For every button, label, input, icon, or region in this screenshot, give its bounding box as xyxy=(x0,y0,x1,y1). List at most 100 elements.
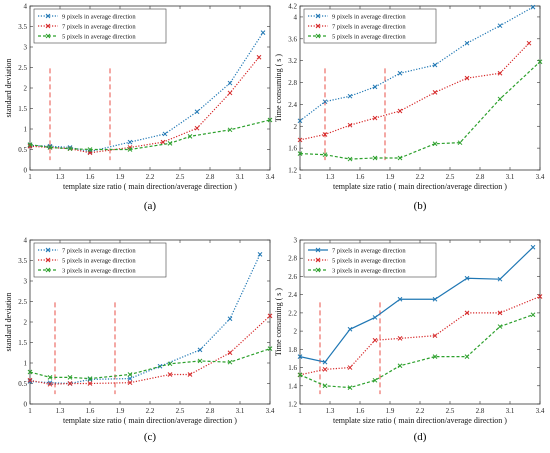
x-tick-label: 1 xyxy=(28,173,32,181)
x-tick-label: 3.1 xyxy=(506,407,515,415)
x-tick-label: 2.2 xyxy=(416,407,425,415)
x-tick-label: 1.9 xyxy=(116,407,125,415)
y-axis-label: standard deviation xyxy=(4,293,13,352)
legend-entry: 7 pixels in average direction xyxy=(332,247,406,254)
chart-panel: 1 1.3 1.6 1.9 2.2 2.5 2.8 3.1 3.4 0 0.5 1 1.5 2 2.5 3 3.… xyxy=(4,3,275,213)
legend-marker xyxy=(45,257,51,263)
data-point xyxy=(27,369,33,375)
legend: 9 pixels in average direction 7 pixels in… xyxy=(303,8,437,44)
data-point xyxy=(497,324,503,329)
legend: 7 pixels in average direction 5 pixels in… xyxy=(303,242,437,278)
y-tick-label: 3.2 xyxy=(288,57,297,65)
data-point xyxy=(127,139,133,145)
data-point xyxy=(194,109,200,115)
data-point xyxy=(87,376,93,381)
data-point xyxy=(497,96,503,102)
legend-entry: 5 pixels in average direction xyxy=(62,33,136,40)
y-tick-label: 3 xyxy=(24,44,28,52)
data-point xyxy=(322,367,328,372)
data-point xyxy=(167,140,173,146)
y-tick-label: 2.8 xyxy=(288,255,297,263)
y-tick-label: 1.2 xyxy=(288,167,297,175)
data-point xyxy=(397,155,403,161)
legend-entry: 5 pixels in average direction xyxy=(332,33,406,40)
data-point xyxy=(537,294,543,299)
data-point xyxy=(227,359,233,365)
data-point xyxy=(464,354,470,359)
y-tick-label: 2.5 xyxy=(18,64,27,72)
x-tick-label: 2.2 xyxy=(146,173,155,181)
x-tick-label: 1.3 xyxy=(326,407,335,415)
x-axis-label: template size ratio ( main direction/ave… xyxy=(63,182,237,191)
y-tick-label: 4 xyxy=(24,237,28,245)
data-point xyxy=(432,90,438,95)
data-point xyxy=(162,131,168,137)
data-point xyxy=(497,23,503,29)
data-point xyxy=(464,75,470,81)
series-line xyxy=(29,254,261,385)
legend-marker xyxy=(45,13,51,19)
data-point xyxy=(347,122,353,128)
x-tick-label: 3.4 xyxy=(266,173,275,181)
y-tick-label: 2.6 xyxy=(288,273,297,281)
y-tick-label: 2.8 xyxy=(288,79,297,87)
data-point xyxy=(67,381,73,386)
legend-marker xyxy=(315,267,321,273)
data-point xyxy=(464,40,470,46)
data-point xyxy=(497,310,503,316)
legend-entry: 7 pixels in average direction xyxy=(62,23,136,30)
y-tick-label: 2 xyxy=(294,328,298,336)
data-point xyxy=(47,380,53,386)
data-point xyxy=(372,84,378,90)
data-point xyxy=(267,117,273,123)
y-tick-label: 2.4 xyxy=(288,101,297,109)
data-point xyxy=(160,139,166,145)
y-tick-label: 1.2 xyxy=(288,401,297,409)
data-point xyxy=(27,143,33,148)
data-point xyxy=(27,142,33,147)
y-tick-label: 0 xyxy=(24,167,28,175)
legend-marker xyxy=(45,267,51,273)
data-point xyxy=(464,310,470,316)
data-point xyxy=(27,379,33,384)
x-tick-label: 3.1 xyxy=(236,407,245,415)
data-point xyxy=(322,383,328,389)
data-point xyxy=(322,132,328,137)
data-point xyxy=(297,151,303,156)
data-point xyxy=(47,145,53,150)
data-point xyxy=(397,296,403,302)
x-tick-label: 2.8 xyxy=(206,407,215,415)
data-point xyxy=(432,62,438,68)
data-point xyxy=(67,374,73,380)
data-point xyxy=(227,350,233,356)
legend-entry: 7 pixels in average direction xyxy=(62,247,136,254)
x-axis-label: template size ratio ( main direction/ave… xyxy=(63,416,237,425)
y-tick-label: 1 xyxy=(24,126,28,134)
x-tick-label: 2.2 xyxy=(416,173,425,181)
x-tick-label: 1.9 xyxy=(386,173,395,181)
data-point xyxy=(167,372,173,377)
data-point xyxy=(87,147,93,152)
y-tick-label: 3 xyxy=(24,278,28,286)
data-point xyxy=(530,4,536,10)
x-axis-label: template size ratio ( main direction/ave… xyxy=(333,416,507,425)
x-tick-label: 1 xyxy=(28,407,32,415)
y-tick-label: 2.5 xyxy=(18,298,27,306)
chart-panel: 1 1.3 1.6 1.9 2.2 2.5 2.8 3.1 3.4 0 0.5 1 1.5 2 2.5 3 3.… xyxy=(4,237,275,444)
data-point xyxy=(397,108,403,114)
data-point xyxy=(297,354,303,359)
x-tick-label: 1.6 xyxy=(356,173,365,181)
x-tick-label: 2.5 xyxy=(176,407,185,415)
legend-marker xyxy=(45,23,51,29)
legend-entry: 7 pixels in average direction xyxy=(332,23,406,30)
data-point xyxy=(322,152,328,158)
data-point xyxy=(194,125,200,131)
data-point xyxy=(432,354,438,359)
x-axis-label: template size ratio ( main direction/ave… xyxy=(333,182,507,191)
legend-entry: 9 pixels in average direction xyxy=(332,13,406,20)
data-point xyxy=(227,90,233,96)
data-point xyxy=(227,80,233,86)
x-tick-label: 2.8 xyxy=(206,173,215,181)
x-tick-label: 2.5 xyxy=(176,173,185,181)
data-point xyxy=(347,156,353,162)
